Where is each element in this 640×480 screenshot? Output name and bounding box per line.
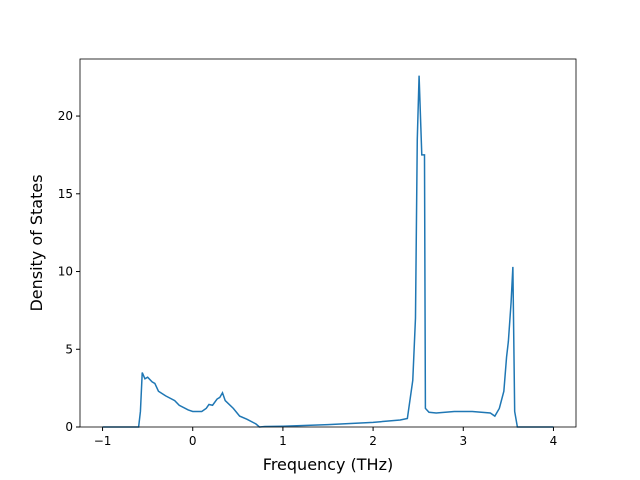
y-axis-label: Density of States	[27, 174, 46, 311]
x-tick-label: −1	[94, 434, 112, 448]
plot-frame	[79, 58, 577, 428]
y-tick-label: 0	[65, 420, 73, 434]
x-tick-label: 3	[459, 434, 467, 448]
y-tick-label: 15	[58, 187, 73, 201]
x-tick-label: 2	[369, 434, 377, 448]
y-tick-label: 10	[58, 265, 73, 279]
line-series	[102, 75, 554, 428]
x-axis-label: Frequency (THz)	[263, 455, 393, 474]
x-tick-label: 4	[550, 434, 558, 448]
x-tick-label: 0	[189, 434, 197, 448]
x-tick-label: 1	[279, 434, 287, 448]
y-tick-label: 5	[65, 342, 73, 356]
y-tick-label: 20	[58, 109, 73, 123]
